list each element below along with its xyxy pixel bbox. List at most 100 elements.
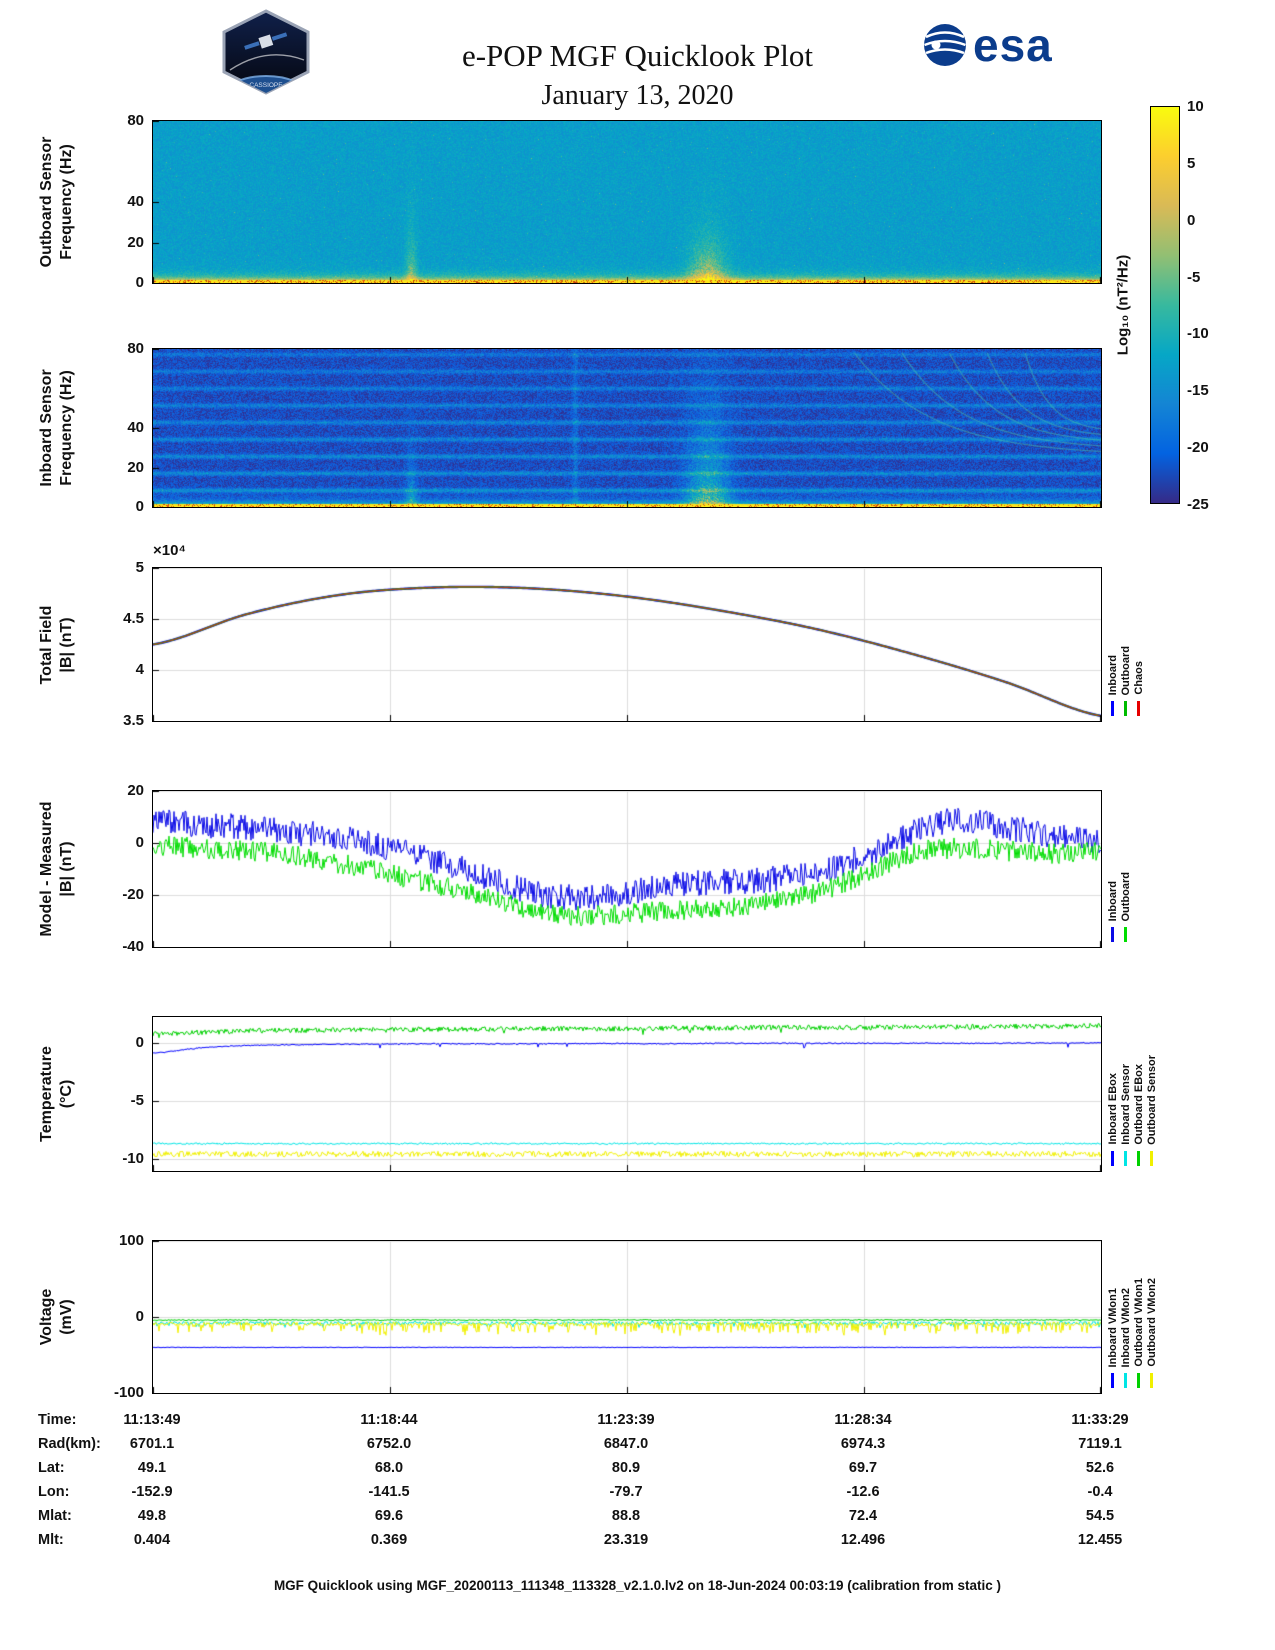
y-tick-label: 0: [89, 1308, 144, 1325]
temperature-canvas: [153, 1017, 1101, 1171]
legend-color-dash: [1124, 1373, 1127, 1388]
table-cell: -141.5: [314, 1484, 464, 1500]
panel-legend: Inboard Outboard: [1106, 791, 1132, 947]
table-cell: 0.404: [77, 1532, 227, 1548]
table-cell: 49.1: [77, 1460, 227, 1476]
table-cell: 11:28:34: [788, 1412, 938, 1428]
legend-color-dash: [1150, 1373, 1153, 1388]
legend-label: Outboard VMon1: [1133, 1278, 1145, 1367]
y-tick-label: -20: [89, 886, 144, 903]
legend-label: Inboard: [1107, 881, 1119, 921]
y-tick-label: 40: [89, 193, 144, 210]
inboard-spectrogram-ylabel: Inboard Sensor Frequency (Hz): [37, 369, 77, 486]
table-cell: 0.369: [314, 1532, 464, 1548]
total-field-ylabel: Total Field |B| (nT): [37, 605, 77, 684]
y-tick-label: 80: [89, 340, 144, 357]
inboard-spectrogram-canvas: [153, 349, 1101, 507]
legend-color-dash: [1111, 701, 1114, 716]
table-cell: 12.496: [788, 1532, 938, 1548]
legend-label: Outboard EBox: [1133, 1064, 1145, 1145]
legend-entry: Chaos: [1132, 661, 1145, 716]
legend-entry: Inboard VMon2: [1119, 1288, 1132, 1388]
panel-legend: Inboard EBox Inboard Sensor Outboard EBox O…: [1106, 1017, 1158, 1171]
legend-entry: Outboard: [1119, 872, 1132, 943]
table-row-label: Mlat:: [38, 1508, 72, 1524]
total-field-panel: Total Field |B| (nT) ×10⁴ Inboard Outboard…: [152, 567, 1102, 722]
legend-entry: Inboard: [1106, 881, 1119, 942]
table-cell: 12.455: [1025, 1532, 1175, 1548]
esa-logo: esa: [922, 22, 1053, 68]
y-tick-label: 0: [89, 498, 144, 515]
legend-color-dash: [1124, 927, 1127, 942]
table-cell: 49.8: [77, 1508, 227, 1524]
legend-entry: Outboard: [1119, 646, 1132, 717]
table-cell: 80.9: [551, 1460, 701, 1476]
legend-entry: Outboard VMon1: [1132, 1278, 1145, 1388]
y-tick-label: -40: [89, 938, 144, 955]
y-tick-label: 100: [89, 1232, 144, 1249]
esa-wordmark: esa: [973, 22, 1053, 68]
legend-entry: Outboard EBox: [1132, 1064, 1145, 1166]
legend-label: Outboard: [1120, 646, 1132, 696]
legend-color-dash: [1124, 1151, 1127, 1166]
legend-label: Chaos: [1133, 661, 1145, 695]
quicklook-page: CASSIOPE e-POP MGF Quicklook Plot Januar…: [0, 0, 1275, 1650]
legend-label: Inboard VMon1: [1107, 1288, 1119, 1367]
inboard-spectrogram-panel: Inboard Sensor Frequency (Hz) 0 20 40 80: [152, 348, 1102, 508]
total-field-canvas: [153, 568, 1101, 721]
table-cell: -12.6: [788, 1484, 938, 1500]
legend-entry: Outboard VMon2: [1145, 1278, 1158, 1388]
y-tick-label: 0: [89, 274, 144, 291]
y-tick-label: 40: [89, 419, 144, 436]
y-tick-label: 20: [89, 782, 144, 799]
legend-label: Outboard VMon2: [1146, 1278, 1158, 1367]
table-cell: 69.7: [788, 1460, 938, 1476]
table-cell: -0.4: [1025, 1484, 1175, 1500]
esa-globe-icon: [922, 22, 968, 68]
legend-label: Inboard VMon2: [1120, 1288, 1132, 1367]
legend-label: Inboard EBox: [1107, 1073, 1119, 1145]
table-cell: 11:33:29: [1025, 1412, 1175, 1428]
legend-label: Inboard Sensor: [1120, 1064, 1132, 1145]
colorbar-tick-label: 0: [1187, 212, 1195, 229]
outboard-spectrogram-canvas: [153, 121, 1101, 283]
table-row-label: Lon:: [38, 1484, 69, 1500]
legend-color-dash: [1111, 927, 1114, 942]
model-minus-measured-canvas: [153, 791, 1101, 947]
table-cell: 11:18:44: [314, 1412, 464, 1428]
y-tick-label: -10: [89, 1150, 144, 1167]
table-cell: 11:23:39: [551, 1412, 701, 1428]
table-cell: 6752.0: [314, 1436, 464, 1452]
y-tick-label: 20: [89, 459, 144, 476]
colorbar-tick-label: -25: [1187, 496, 1209, 513]
panel-legend: Inboard Outboard Chaos: [1106, 568, 1145, 721]
y-tick-label: 4: [89, 661, 144, 678]
colorbar-tick-label: -15: [1187, 382, 1209, 399]
table-cell: -79.7: [551, 1484, 701, 1500]
legend-entry: Inboard VMon1: [1106, 1288, 1119, 1388]
y-tick-label: 0: [89, 834, 144, 851]
legend-label: Outboard: [1120, 872, 1132, 922]
voltage-ylabel: Voltage (mV): [37, 1289, 77, 1346]
panel-legend: Inboard VMon1 Inboard VMon2 Outboard VMon1…: [1106, 1241, 1158, 1393]
table-row-label: Mlt:: [38, 1532, 64, 1548]
y-tick-label: -100: [89, 1384, 144, 1401]
y-tick-label: 80: [89, 112, 144, 129]
table-cell: 6974.3: [788, 1436, 938, 1452]
model-minus-measured-ylabel: Model - Measured |B| (nT): [37, 801, 77, 936]
table-cell: 52.6: [1025, 1460, 1175, 1476]
table-cell: 6701.1: [77, 1436, 227, 1452]
table-cell: 72.4: [788, 1508, 938, 1524]
y-tick-label: -5: [89, 1092, 144, 1109]
table-cell: 11:13:49: [77, 1412, 227, 1428]
colorbar-tick-label: -10: [1187, 325, 1209, 342]
colorbar-label: Log₁₀ (nT²/Hz): [1115, 255, 1132, 355]
table-cell: 6847.0: [551, 1436, 701, 1452]
axis-exponent-label: ×10⁴: [153, 542, 186, 559]
legend-color-dash: [1137, 701, 1140, 716]
table-cell: -152.9: [77, 1484, 227, 1500]
page-date: January 13, 2020: [0, 80, 1275, 112]
legend-entry: Inboard Sensor: [1119, 1064, 1132, 1166]
y-tick-label: 3.5: [89, 712, 144, 729]
table-cell: 23.319: [551, 1532, 701, 1548]
